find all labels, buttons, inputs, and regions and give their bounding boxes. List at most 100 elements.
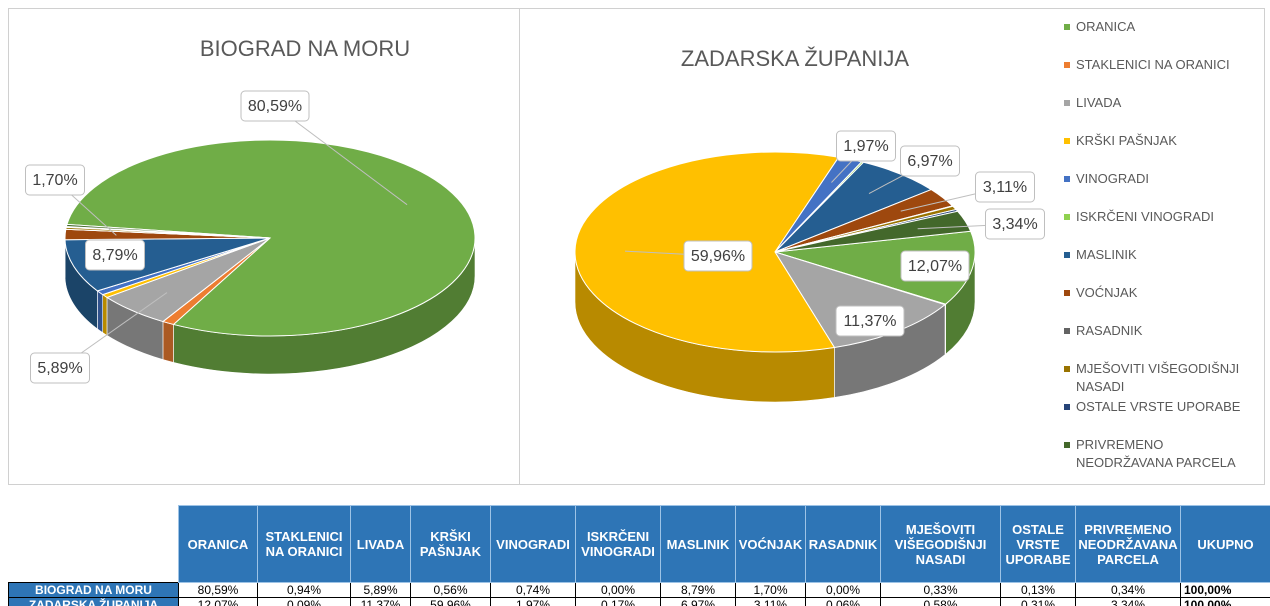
legend-label: STAKLENICI NA ORANICI: [1076, 57, 1230, 72]
pie-slice: [774, 210, 972, 253]
chart-title: ZADARSKA ŽUPANIJA: [681, 46, 910, 71]
table-cell: 0,00%: [805, 582, 881, 598]
legend-label: RASADNIK: [1076, 323, 1143, 338]
pie-side: [97, 290, 103, 334]
table-row: BIOGRAD NA MORU 80,59% 0,94% 5,89% 0,56% 0,74…: [8, 582, 1270, 598]
label-box: [240, 90, 310, 122]
table-cell: 12,07%: [178, 597, 258, 606]
legend-item: ORANICA: [1064, 18, 1260, 36]
pie-slice: [65, 223, 271, 239]
legend-swatch: [1064, 100, 1070, 106]
table-cell: 11,37%: [350, 597, 411, 606]
legend-label: LIVADA: [1076, 95, 1122, 110]
legend-label: ISKRČENI VINOGRADI: [1076, 209, 1214, 224]
column-header: KRŠKI PAŠNJAK: [410, 505, 491, 583]
table-cell: 0,58%: [880, 597, 1001, 606]
table-cell: 0,33%: [880, 582, 1001, 598]
column-header: STAKLENICI NA ORANICI: [257, 505, 351, 583]
label-box: [975, 171, 1035, 203]
label-box: [30, 352, 90, 384]
legend-item: KRŠKI PAŠNJAK: [1064, 132, 1260, 150]
table-cell: 0,00%: [575, 582, 661, 598]
data-label: 1,70%: [32, 172, 77, 189]
legend-swatch: [1064, 366, 1070, 372]
table-cell: 0,56%: [410, 582, 491, 598]
table-cell: 1,97%: [490, 597, 576, 606]
table-cell: 80,59%: [178, 582, 258, 598]
pie-side: [162, 321, 174, 363]
table-wrap: ORANICA STAKLENICI NA ORANICI LIVADA KRŠKI …: [8, 505, 1270, 606]
label-box: [25, 164, 85, 196]
table-cell: 5,89%: [350, 582, 411, 598]
legend-label: VOĆNJAK: [1076, 285, 1138, 300]
table-cell: 3,34%: [1075, 597, 1181, 606]
legend-label: KRŠKI PAŠNJAK: [1076, 133, 1177, 148]
label-box: [836, 130, 896, 162]
legend-label: MJEŠOVITI VIŠEGODIŠNJI NASADI: [1076, 361, 1240, 394]
label-box: [900, 250, 970, 282]
column-header: MASLINIK: [660, 505, 736, 583]
table-cell: 8,79%: [660, 582, 736, 598]
table-cell: 59,96%: [410, 597, 491, 606]
legend-swatch: [1064, 290, 1070, 296]
legend-swatch: [1064, 442, 1070, 448]
data-label: 8,79%: [92, 247, 137, 264]
legend-swatch: [1064, 138, 1070, 144]
table-cell: 100,00%: [1180, 597, 1270, 606]
data-label: 1,97%: [843, 138, 888, 155]
data-label: 59,96%: [691, 248, 745, 265]
legend-swatch: [1064, 176, 1070, 182]
legend-item: LIVADA: [1064, 94, 1260, 112]
pie-slice: [66, 139, 476, 337]
table-cell: 0,06%: [805, 597, 881, 606]
data-label: 6,97%: [907, 153, 952, 170]
legend-item: RASADNIK: [1064, 322, 1260, 340]
legend-label: VINOGRADI: [1076, 171, 1149, 186]
legend-swatch: [1064, 404, 1070, 410]
table-cell: 3,11%: [735, 597, 806, 606]
data-label: 3,34%: [992, 216, 1037, 233]
legend-item: PRIVREMENO NEODRŽAVANA PARCELA: [1064, 436, 1260, 472]
legend-swatch: [1064, 24, 1070, 30]
label-box: [985, 208, 1045, 240]
legend-swatch: [1064, 62, 1070, 68]
legend-label: PRIVREMENO NEODRŽAVANA PARCELA: [1076, 437, 1236, 470]
table-cell: 0,94%: [257, 582, 351, 598]
data-label: 11,37%: [843, 313, 896, 330]
table-cell: 0,17%: [575, 597, 661, 606]
label-box: [835, 305, 905, 337]
column-header: LIVADA: [350, 505, 411, 583]
table-cell: 0,74%: [490, 582, 576, 598]
data-label: 12,07%: [908, 258, 962, 275]
legend-swatch: [1064, 252, 1070, 258]
legend-label: MASLINIK: [1076, 247, 1137, 262]
column-header: ISKRČENI VINOGRADI: [575, 505, 661, 583]
legend-swatch: [1064, 214, 1070, 220]
legend-label: OSTALE VRSTE UPORABE: [1076, 399, 1241, 414]
column-header: PRIVREMENO NEODRŽAVANA PARCELA: [1075, 505, 1181, 583]
data-table: ORANICA STAKLENICI NA ORANICI LIVADA KRŠKI …: [8, 505, 1270, 606]
row-header: BIOGRAD NA MORU: [8, 582, 179, 598]
label-box: [85, 239, 145, 271]
legend-item: MJEŠOVITI VIŠEGODIŠNJI NASADI: [1064, 360, 1260, 396]
pie-tops: [64, 139, 476, 337]
blank-header: [8, 505, 179, 583]
table-cell: 0,31%: [1000, 597, 1076, 606]
charts: BIOGRAD NA MORU 80,59% 5,89% 8,79% 1,70% ZADA…: [8, 8, 1265, 485]
chart-title: BIOGRAD NA MORU: [200, 36, 410, 61]
table-cell: 100,00%: [1180, 582, 1270, 598]
legend-item: MASLINIK: [1064, 246, 1260, 264]
data-label: 5,89%: [37, 360, 82, 377]
header-row: ORANICA STAKLENICI NA ORANICI LIVADA KRŠKI …: [8, 505, 1270, 583]
column-header: ORANICA: [178, 505, 258, 583]
pie-slice: [774, 230, 976, 305]
legend-item: VINOGRADI: [1064, 170, 1260, 188]
legend-item: ISKRČENI VINOGRADI: [1064, 208, 1260, 226]
legend-label: ORANICA: [1076, 19, 1136, 34]
column-header: VINOGRADI: [490, 505, 576, 583]
column-header: UKUPNO: [1180, 505, 1270, 583]
column-header: OSTALE VRSTE UPORABE: [1000, 505, 1076, 583]
legend-item: VOĆNJAK: [1064, 284, 1260, 302]
column-header: RASADNIK: [805, 505, 881, 583]
